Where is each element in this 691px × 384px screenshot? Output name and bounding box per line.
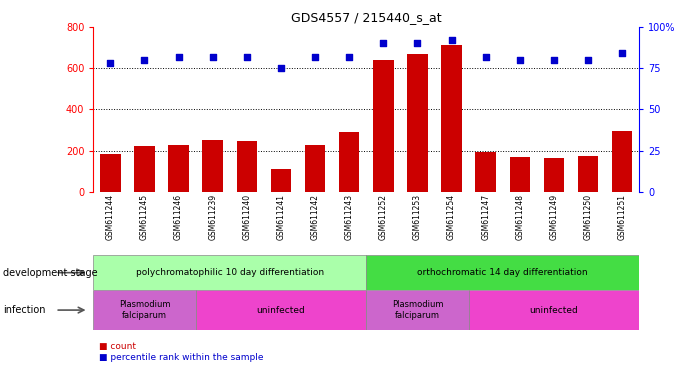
Text: GSM611249: GSM611249 (549, 194, 558, 240)
Point (616, 50, 627, 56)
Bar (544, 158, 564, 192)
Bar (468, 290, 639, 330)
Text: GSM611241: GSM611241 (276, 194, 285, 240)
Text: GSM611239: GSM611239 (208, 194, 217, 240)
Text: GSM611248: GSM611248 (515, 194, 524, 240)
Text: Plasmodium
falciparum: Plasmodium falciparum (119, 300, 170, 320)
Point (310, 53, 321, 60)
Bar (366, 255, 639, 290)
Bar (578, 156, 598, 192)
Bar (442, 45, 462, 192)
Bar (93, 290, 196, 330)
Bar (305, 144, 325, 192)
Bar (236, 141, 257, 192)
Text: orthochromatic 14 day differentiation: orthochromatic 14 day differentiation (417, 268, 588, 277)
Text: ■ count: ■ count (99, 342, 136, 351)
Text: GSM611251: GSM611251 (618, 194, 627, 240)
Text: Plasmodium
falciparum: Plasmodium falciparum (392, 300, 443, 320)
Point (343, 53, 354, 60)
Text: uninfected: uninfected (256, 306, 305, 314)
Text: polychromatophilic 10 day differentiation: polychromatophilic 10 day differentiatio… (135, 268, 324, 277)
Point (173, 53, 184, 60)
Text: uninfected: uninfected (529, 306, 578, 314)
Point (207, 53, 218, 60)
Point (514, 57, 525, 63)
Text: GSM611254: GSM611254 (447, 194, 456, 240)
Text: GSM611243: GSM611243 (345, 194, 354, 240)
Text: ■ percentile rank within the sample: ■ percentile rank within the sample (99, 353, 263, 362)
Point (105, 60, 116, 66)
Bar (169, 144, 189, 192)
Point (480, 53, 491, 60)
Point (276, 65, 287, 71)
Point (549, 57, 560, 63)
Text: GSM611252: GSM611252 (379, 194, 388, 240)
Bar (509, 157, 530, 192)
Bar (100, 154, 120, 192)
Text: GSM611247: GSM611247 (481, 194, 490, 240)
Bar (407, 54, 428, 192)
Point (241, 53, 252, 60)
Text: GSM611253: GSM611253 (413, 194, 422, 240)
Bar (93, 255, 366, 290)
Bar (366, 290, 468, 330)
Bar (373, 60, 394, 192)
Point (139, 57, 150, 63)
Text: GSM611240: GSM611240 (243, 194, 252, 240)
Bar (475, 152, 496, 192)
Bar (339, 132, 359, 192)
Text: GSM611250: GSM611250 (583, 194, 592, 240)
Text: GSM611244: GSM611244 (106, 194, 115, 240)
Bar (271, 169, 291, 192)
Point (583, 57, 594, 63)
Bar (134, 146, 155, 192)
Bar (202, 141, 223, 192)
Text: GSM611245: GSM611245 (140, 194, 149, 240)
Text: GSM611242: GSM611242 (310, 194, 319, 240)
Bar (612, 131, 632, 192)
Text: development stage: development stage (3, 268, 98, 278)
Title: GDS4557 / 215440_s_at: GDS4557 / 215440_s_at (291, 11, 442, 24)
Point (446, 37, 457, 43)
Point (412, 40, 423, 46)
Text: GSM611246: GSM611246 (174, 194, 183, 240)
Bar (196, 290, 366, 330)
Point (378, 40, 389, 46)
Text: infection: infection (3, 305, 46, 315)
